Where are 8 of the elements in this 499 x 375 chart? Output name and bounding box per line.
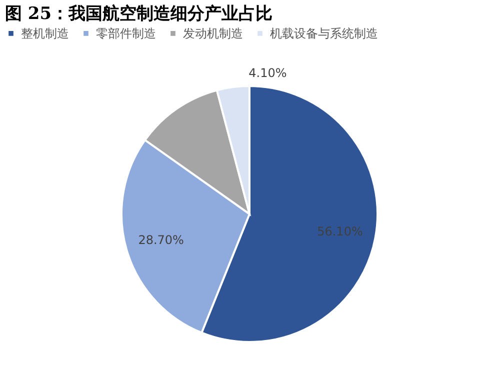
legend-label: 零部件制造 [96, 26, 156, 40]
chart-title: 图 25：我国航空制造细分产业占比 [5, 4, 273, 24]
data-label: 4.10% [248, 66, 287, 80]
legend-label: 发动机制造 [183, 26, 243, 40]
data-label: 56.10% [317, 224, 363, 239]
legend-label: 机载设备与系统制造 [270, 26, 378, 40]
legend-label: 整机制造 [21, 26, 69, 40]
data-label: 28.70% [138, 232, 184, 247]
